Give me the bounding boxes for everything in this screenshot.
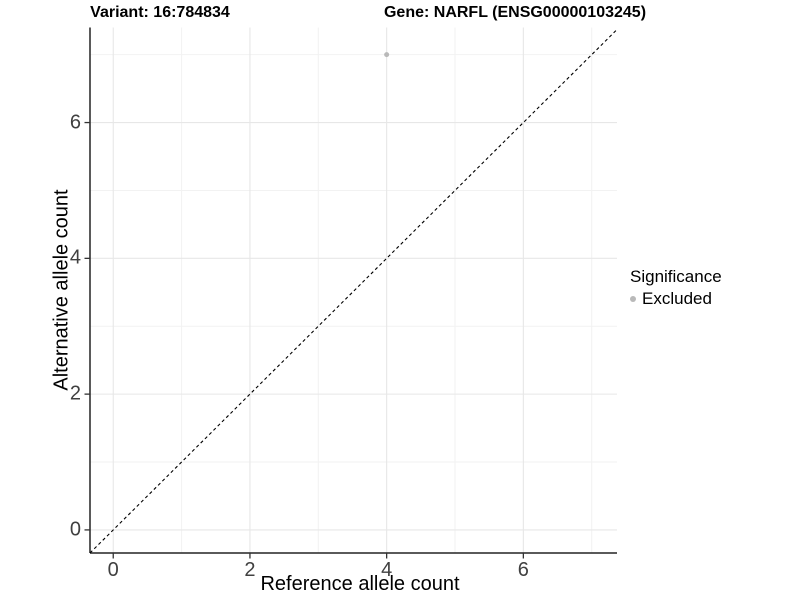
x-axis-title: Reference allele count (260, 573, 460, 595)
plot-title-gene: Gene: NARFL (ENSG00000103245) (383, 4, 647, 21)
plot-title-variant: Variant: 16:784834 (90, 4, 230, 21)
x-tick-label: 0 (107, 559, 119, 581)
x-tick-label: 6 (517, 559, 529, 581)
y-tick-label: 0 (69, 518, 81, 541)
data-point (384, 52, 390, 58)
y-tick-label: 6 (69, 111, 81, 134)
legend-point-icon (630, 296, 636, 302)
legend-entry-label: Excluded (642, 289, 712, 308)
legend-entry-excluded: Excluded (630, 289, 722, 309)
legend-title: Significance (630, 267, 722, 286)
x-tick-label: 4 (381, 559, 393, 581)
x-tick-label: 2 (244, 559, 256, 581)
identity-dashed-line (89, 29, 618, 554)
y-tick-label: 4 (69, 246, 81, 269)
y-tick-label: 2 (69, 382, 81, 405)
y-axis-title: Alternative allele count (50, 189, 73, 391)
legend: Significance Excluded (630, 267, 722, 309)
